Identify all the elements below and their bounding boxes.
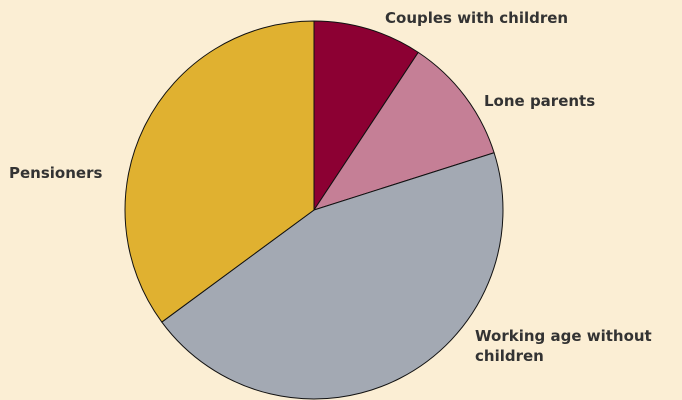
pie-slice-pensioners — [124, 20, 315, 323]
pie-slice-lone-parents — [313, 51, 495, 211]
slice-label-line: Pensioners — [9, 164, 102, 182]
pie-slice-couples-with-children — [313, 20, 419, 211]
slice-label-line: Couples with children — [385, 9, 568, 27]
slice-label-working-age-without-children: Working age without children — [475, 327, 652, 365]
slice-label-lone-parents: Lone parents — [484, 92, 595, 110]
slice-labels: Couples with children Lone parents Working… — [9, 9, 652, 365]
slice-label-couples-with-children: Couples with children — [385, 9, 568, 27]
pie-slices — [124, 20, 504, 400]
slice-label-line: children — [475, 347, 544, 365]
slice-label-line: Lone parents — [484, 92, 595, 110]
slice-label-pensioners: Pensioners — [9, 164, 102, 182]
slice-label-line: Working age without — [475, 327, 652, 345]
pie-slice-working-age-without-children — [161, 152, 504, 400]
